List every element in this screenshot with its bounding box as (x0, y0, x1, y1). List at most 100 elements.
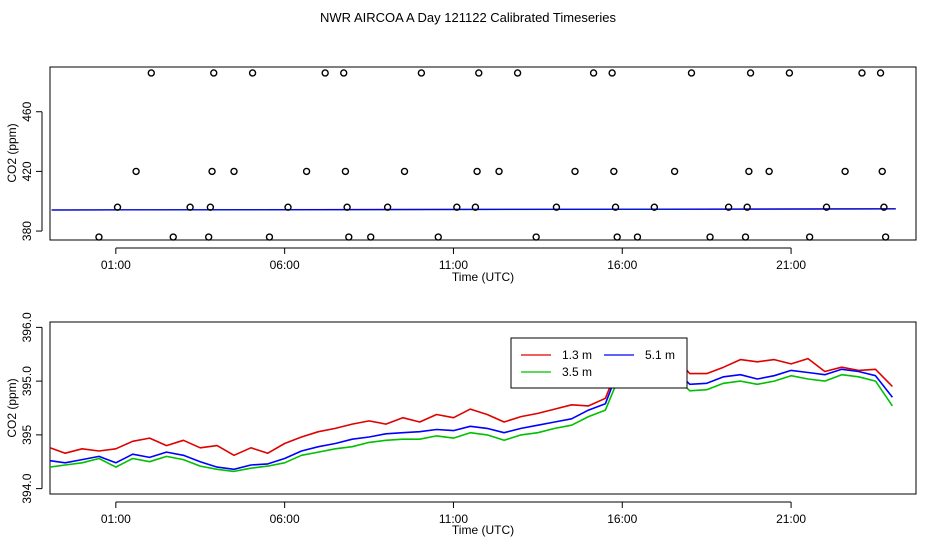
scatter-point (706, 233, 714, 241)
scatter-x-tick-label: 21:00 (776, 258, 806, 272)
timeseries-x-tick-label: 21:00 (776, 512, 806, 526)
scatter-point (765, 167, 773, 176)
scatter-point (340, 69, 348, 77)
legend-box (510, 337, 688, 389)
timeseries-y-tick-label: 395 (20, 425, 34, 445)
scatter-point (670, 167, 679, 176)
scatter-point (687, 69, 696, 77)
scatter-point (571, 167, 579, 176)
timeseries-line-5-1-m (49, 358, 894, 471)
scatter-point (610, 167, 618, 176)
legend-label-1-3m: 1.3 m (562, 348, 592, 362)
scatter-point (147, 69, 155, 77)
scatter-point (206, 203, 215, 211)
scatter-point (633, 233, 642, 241)
scatter-point (341, 167, 350, 176)
scatter-plot-frame (49, 66, 917, 241)
scatter-point (880, 203, 888, 211)
scatter-point (743, 203, 751, 211)
scatter-point (785, 69, 794, 77)
timeseries-y-tick-label: 396.0 (20, 312, 34, 342)
scatter-point (113, 203, 122, 211)
scatter-point (589, 69, 598, 77)
scatter-point (345, 233, 353, 241)
scatter-point (881, 233, 890, 241)
timeseries-y-axis-label: CO2 (ppm) (5, 378, 19, 437)
timeseries-x-tick-label: 11:00 (439, 512, 468, 526)
scatter-panel: 01:00 06:00 11:00 16:00 21:00 380 420 460 Time… (5, 66, 917, 284)
scatter-point (284, 203, 292, 211)
scatter-point (495, 167, 503, 176)
scatter-point (858, 69, 866, 77)
scatter-point (473, 167, 481, 176)
timeseries-y-tick-label: 394.0 (20, 473, 34, 503)
scatter-y-tick-label: 420 (20, 161, 34, 181)
scatter-point (532, 233, 540, 241)
scatter-points-layer (95, 69, 890, 241)
timeseries-y-tick-label: 395.0 (20, 366, 34, 396)
timeseries-plot-frame (49, 321, 917, 495)
scatter-point (321, 69, 329, 77)
scatter-point (210, 69, 218, 77)
scatter-x-tick-label: 11:00 (439, 258, 468, 272)
timeseries-y-axis: 394.0 395 395.0 396.0 (20, 312, 43, 504)
scatter-point (608, 69, 616, 77)
scatter-point (613, 233, 621, 241)
timeseries-x-tick-label: 01:00 (101, 512, 131, 526)
scatter-point (513, 69, 522, 77)
scatter-point (741, 233, 750, 241)
scatter-point (475, 69, 483, 77)
scatter-point (434, 233, 442, 241)
scatter-y-tick-label: 380 (20, 221, 34, 241)
scatter-x-axis: 01:00 06:00 11:00 16:00 21:00 (101, 247, 806, 272)
scatter-point (230, 167, 238, 176)
scatter-point (208, 167, 216, 176)
scatter-point (841, 167, 849, 176)
scatter-point (204, 233, 213, 241)
legend-label-3-5m: 3.5 m (562, 365, 592, 379)
timeseries-x-tick-label: 16:00 (607, 512, 637, 526)
scatter-point (186, 203, 194, 211)
scatter-point (805, 233, 814, 241)
timeseries-x-axis-label: Time (UTC) (452, 523, 514, 537)
timeseries-series-layer (49, 348, 894, 473)
scatter-point (417, 69, 426, 77)
scatter-point (265, 233, 274, 241)
legend-label-5-1m: 5.1 m (645, 348, 675, 362)
scatter-point (745, 167, 753, 176)
timeseries-x-tick-label: 06:00 (270, 512, 300, 526)
timeseries-panel: 01:00 06:00 11:00 16:00 21:00 394.0395395.03… (5, 312, 917, 537)
scatter-point (822, 203, 831, 211)
scatter-point (876, 69, 885, 77)
scatter-point (878, 167, 886, 176)
scatter-point (383, 203, 392, 211)
scatter-point (132, 167, 140, 176)
figure-title: NWR AIRCOA A Day 121122 Calibrated Times… (320, 10, 616, 25)
scatter-y-tick-label: 460 (20, 101, 34, 121)
scatter-point (367, 233, 375, 241)
scatter-point (95, 233, 103, 241)
scatter-point (650, 203, 659, 211)
scatter-point (453, 203, 461, 211)
scatter-point (343, 203, 351, 211)
scatter-point (302, 167, 311, 176)
scatter-point (746, 69, 755, 77)
scatter-point (724, 203, 733, 211)
scatter-x-tick-label: 16:00 (607, 258, 637, 272)
scatter-y-axis: 380 420 460 (20, 101, 43, 241)
scatter-x-tick-label: 01:00 (101, 258, 131, 272)
scatter-point (611, 203, 620, 211)
scatter-x-axis-label: Time (UTC) (452, 270, 514, 284)
scatter-point (552, 203, 561, 211)
timeseries-x-axis: 01:00 06:00 11:00 16:00 21:00 (101, 501, 806, 526)
timeseries-line-1-3-m (49, 348, 893, 457)
scatter-point (169, 233, 177, 241)
legend: 1.3 m 3.5 m 5.1 m (510, 337, 688, 389)
scatter-x-tick-label: 06:00 (270, 258, 300, 272)
timeseries-line-3-5-m (49, 368, 894, 473)
scatter-point (471, 203, 480, 211)
scatter-point (248, 69, 257, 77)
scatter-point (400, 167, 409, 176)
scatter-y-axis-label: CO2 (ppm) (5, 123, 19, 182)
